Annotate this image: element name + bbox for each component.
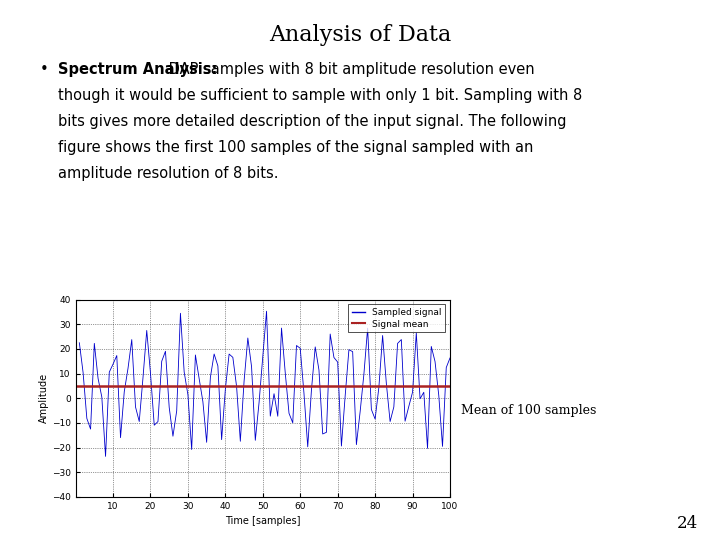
Text: bits gives more detailed description of the input signal. The following: bits gives more detailed description of … xyxy=(58,114,566,129)
Text: though it would be sufficient to sample with only 1 bit. Sampling with 8: though it would be sufficient to sample … xyxy=(58,88,582,103)
Y-axis label: Amplitude: Amplitude xyxy=(39,373,49,423)
Text: 24: 24 xyxy=(677,515,698,532)
X-axis label: Time [samples]: Time [samples] xyxy=(225,516,300,526)
Legend: Sampled signal, Signal mean: Sampled signal, Signal mean xyxy=(348,304,446,332)
Text: figure shows the first 100 samples of the signal sampled with an: figure shows the first 100 samples of th… xyxy=(58,140,533,155)
Text: Mean of 100 samples: Mean of 100 samples xyxy=(461,403,596,416)
Text: amplitude resolution of 8 bits.: amplitude resolution of 8 bits. xyxy=(58,166,278,181)
Text: DAP samples with 8 bit amplitude resolution even: DAP samples with 8 bit amplitude resolut… xyxy=(164,62,535,77)
Text: Analysis of Data: Analysis of Data xyxy=(269,24,451,46)
Text: Spectrum Analysis:: Spectrum Analysis: xyxy=(58,62,217,77)
Text: •: • xyxy=(40,62,48,77)
